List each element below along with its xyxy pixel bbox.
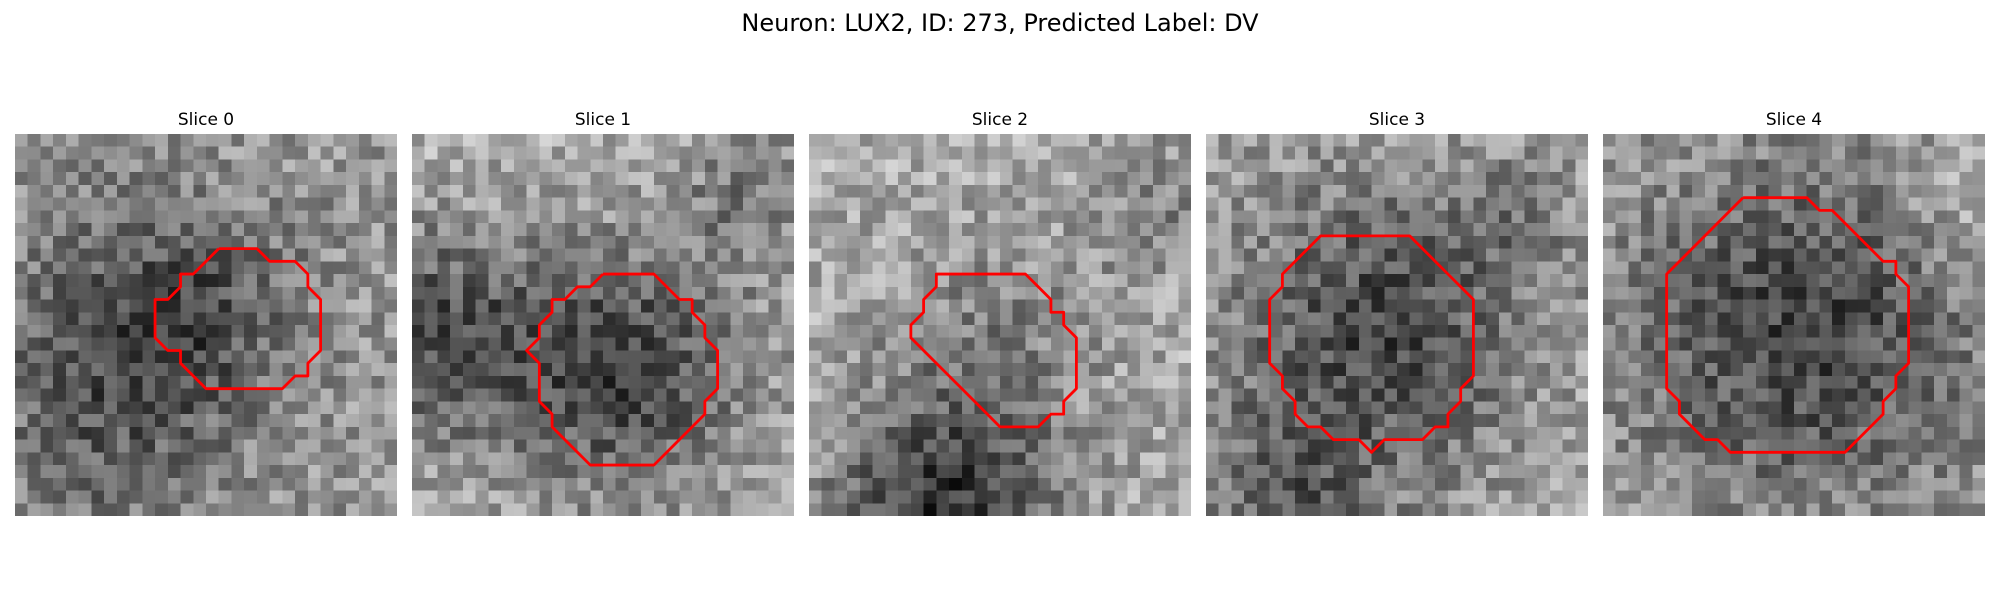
slice-panel-0: Slice 0: [15, 110, 397, 520]
slice-title: Slice 2: [971, 110, 1029, 130]
slice-title: Slice 1: [574, 110, 632, 130]
slice-image: [809, 134, 1191, 516]
figure-title: Neuron: LUX2, ID: 273, Predicted Label: …: [741, 9, 1259, 37]
slice-panel-2: Slice 2: [809, 110, 1191, 520]
slice-image: [1206, 134, 1588, 516]
slice-image: [15, 134, 397, 516]
segmentation-contour: [1665, 196, 1911, 454]
segmentation-contour: [1268, 234, 1475, 454]
slice-image: [412, 134, 794, 516]
segmentation-contour: [525, 272, 720, 467]
slice-title: Slice 4: [1765, 110, 1823, 130]
slice-panel-1: Slice 1: [412, 110, 794, 520]
slice-title: Slice 3: [1368, 110, 1426, 130]
slice-title: Slice 0: [177, 110, 235, 130]
slice-panel-3: Slice 3: [1206, 110, 1588, 520]
segmentation-contour: [909, 272, 1078, 429]
segmentation-contour: [153, 247, 323, 391]
slice-panel-4: Slice 4: [1603, 110, 1985, 520]
slice-image: [1603, 134, 1985, 516]
